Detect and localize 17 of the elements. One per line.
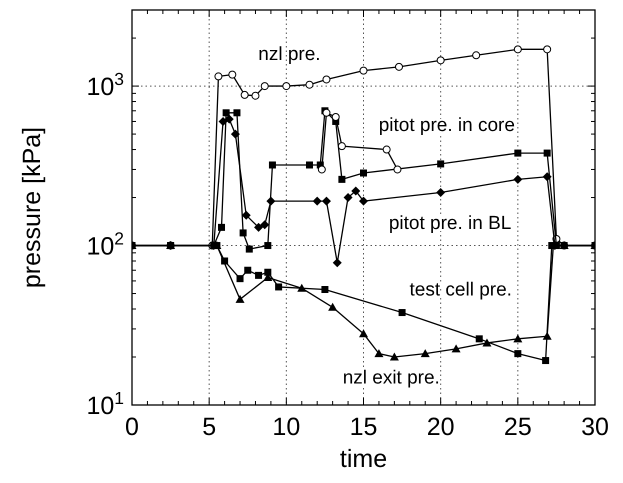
series-label: nzl pre. <box>258 44 321 65</box>
series-label: pitot pre. in BL <box>388 212 512 234</box>
series-label: test cell pre. <box>410 280 512 301</box>
x-tick-label: 15 <box>350 413 378 441</box>
x-tick-label: 20 <box>426 413 455 441</box>
y-axis-title: pressure [kPa] <box>18 126 46 288</box>
x-tick-label: 25 <box>504 413 532 441</box>
x-tick-label: 30 <box>581 413 609 441</box>
series-label: nzl exit pre. <box>342 367 440 388</box>
x-tick-label: 0 <box>125 413 139 441</box>
y-tick-label: 10$^{2}$ <box>86 228 124 261</box>
y-tick-label: 10$^{3}$ <box>86 69 124 102</box>
x-tick-label: 5 <box>202 413 216 441</box>
series-label: pitot pre. in core <box>378 115 515 136</box>
y-tick-label: 10$^{1}$ <box>86 388 124 420</box>
x-axis-title: time <box>340 445 388 473</box>
x-tick-label: 10 <box>272 413 300 441</box>
